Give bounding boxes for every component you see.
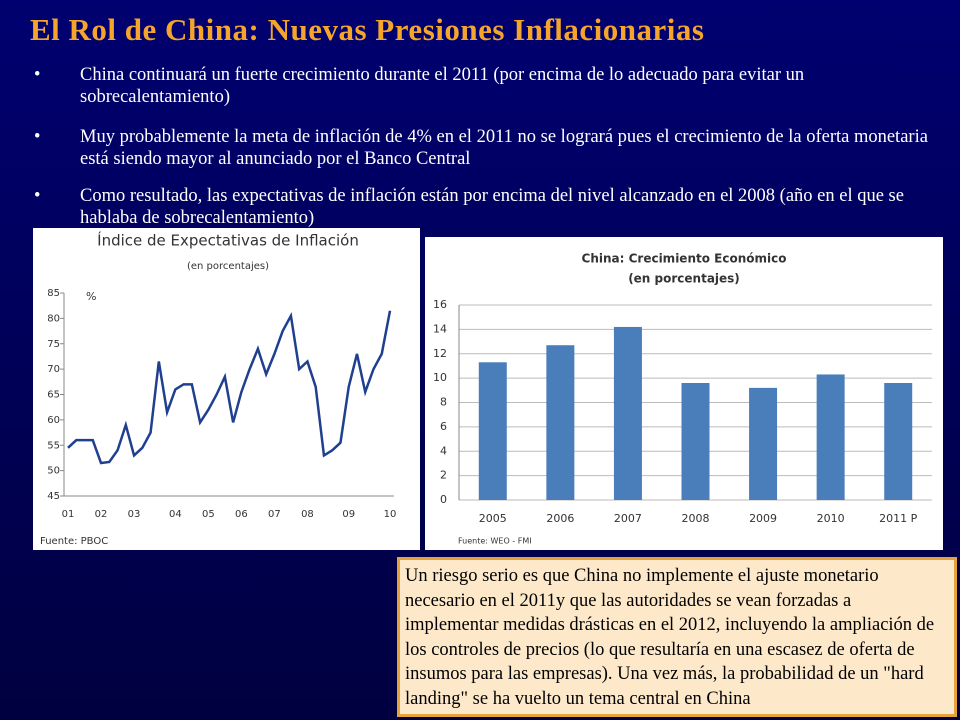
bar (613, 326, 642, 500)
y-tick-label: 12 (433, 347, 447, 360)
x-tick-label: 2007 (614, 512, 642, 525)
line (67, 310, 392, 465)
bullet: China continuará un fuerte crecimiento d… (34, 64, 940, 108)
y-tick-label: 70 (47, 364, 60, 375)
bullet: Muy probablemente la meta de inflación d… (34, 126, 940, 170)
x-tick-label: 2010 (817, 512, 845, 525)
y-tick-label: 6 (440, 420, 447, 433)
x-tick-label: 06 (235, 509, 248, 520)
x-tick-label: 04 (169, 509, 182, 520)
bar (816, 374, 845, 500)
y-tick-label: 55 (47, 440, 60, 451)
bar (478, 362, 507, 500)
y-tick-label: 75 (47, 339, 60, 350)
bar (546, 345, 575, 500)
y-tick-label: 0 (440, 493, 447, 506)
x-tick-label: 10 (384, 509, 397, 520)
x-tick-label: 09 (342, 509, 355, 520)
note-box: Un riesgo serio es que China no implemen… (397, 557, 957, 717)
x-tick-label: 02 (95, 509, 108, 520)
y-tick-label: 10 (433, 371, 447, 384)
y-tick-label: 45 (47, 491, 60, 502)
chart-subtitle: (en porcentajes) (628, 272, 740, 286)
y-tick-label: 85 (47, 288, 60, 299)
x-tick-label: 2006 (546, 512, 574, 525)
source: Fuente: PBOC (40, 536, 108, 547)
x-tick-label: 05 (202, 509, 215, 520)
source: Fuente: WEO - FMI (458, 537, 532, 546)
y-tick-label: 65 (47, 390, 60, 401)
y-tick-label: 16 (433, 298, 447, 311)
bar (749, 387, 778, 500)
bar (884, 383, 913, 500)
y-tick-label: 4 (440, 444, 447, 457)
y-tick-label: 2 (440, 469, 447, 482)
chart-title: China: Crecimiento Económico (582, 252, 787, 266)
y-tick-label: 50 (47, 466, 60, 477)
x-tick-label: 01 (62, 509, 75, 520)
x-tick-label: 03 (128, 509, 141, 520)
y-tick-label: 80 (47, 313, 60, 324)
x-tick-label: 2011 P (879, 512, 917, 525)
slide-title: El Rol de China: Nuevas Presiones Inflac… (30, 12, 705, 47)
bullet: Como resultado, las expectativas de infl… (34, 185, 940, 229)
y-tick-label: 14 (433, 322, 447, 335)
chart-title: Índice de Expectativas de Inflación (97, 231, 359, 250)
x-tick-label: 07 (268, 509, 281, 520)
chart-subtitle: (en porcentajes) (187, 261, 269, 272)
x-tick-label: 2008 (682, 512, 710, 525)
x-tick-label: 2009 (749, 512, 777, 525)
y-label: % (86, 290, 96, 303)
x-tick-label: 2005 (479, 512, 507, 525)
x-tick-label: 08 (301, 509, 314, 520)
y-tick-label: 60 (47, 415, 60, 426)
y-tick-label: 8 (440, 396, 447, 409)
bar (681, 383, 710, 500)
